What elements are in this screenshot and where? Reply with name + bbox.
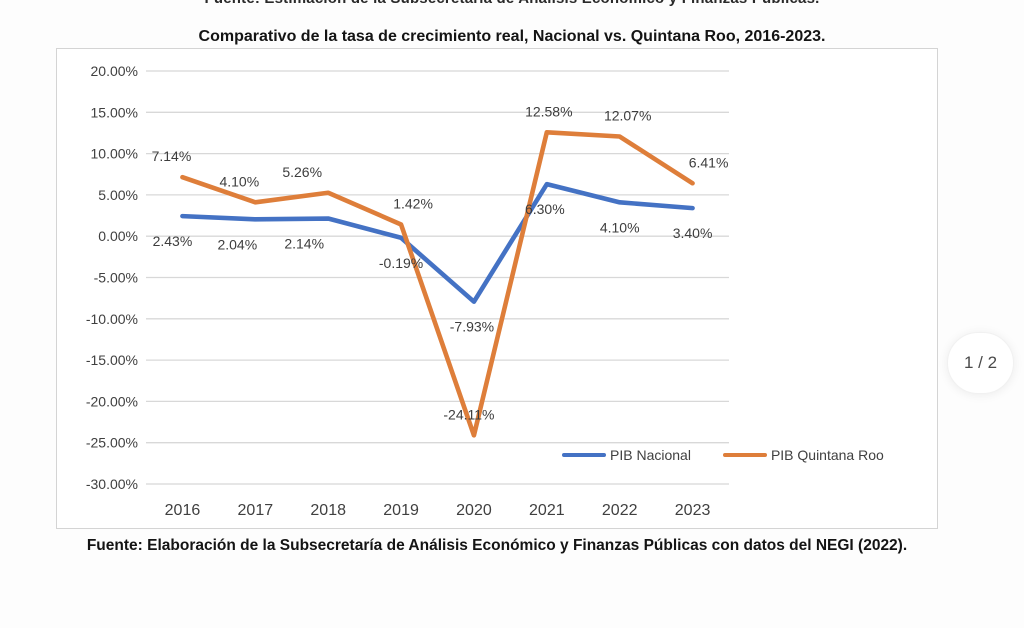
svg-text:2021: 2021: [529, 502, 565, 519]
svg-text:-5.00%: -5.00%: [94, 270, 138, 286]
svg-text:2022: 2022: [602, 502, 638, 519]
svg-text:-7.93%: -7.93%: [450, 319, 494, 335]
svg-text:3.40%: 3.40%: [673, 225, 713, 241]
cropped-source-line-text: Fuente: Estimación de la Subsecretaría d…: [0, 0, 1024, 7]
svg-text:5.26%: 5.26%: [282, 164, 322, 180]
svg-text:-15.00%: -15.00%: [86, 352, 138, 368]
svg-text:6.30%: 6.30%: [525, 201, 565, 217]
svg-text:7.14%: 7.14%: [152, 148, 192, 164]
source-caption: Fuente: Elaboración de la Subsecretaría …: [86, 537, 908, 554]
chart-legend: PIB Nacional PIB Quintana Roo: [562, 447, 884, 463]
svg-text:4.10%: 4.10%: [219, 173, 259, 189]
svg-text:2.43%: 2.43%: [153, 233, 193, 249]
svg-text:6.41%: 6.41%: [689, 154, 729, 170]
svg-text:20.00%: 20.00%: [91, 63, 138, 79]
svg-text:2017: 2017: [238, 502, 274, 519]
cropped-source-line: Fuente: Estimación de la Subsecretaría d…: [0, 0, 1024, 10]
svg-text:-30.00%: -30.00%: [86, 476, 138, 492]
svg-text:15.00%: 15.00%: [91, 104, 138, 120]
svg-text:12.07%: 12.07%: [604, 108, 651, 124]
page-indicator-pill: 1 / 2: [947, 332, 1014, 394]
page-indicator-text: 1 / 2: [963, 353, 998, 372]
svg-text:2.14%: 2.14%: [284, 236, 324, 252]
line-chart-plot-area: 20.00% 15.00% 10.00% 5.00% 0.00% -5.00% -10.00…: [86, 63, 729, 519]
legend-item-pib-quintana-roo: PIB Quintana Roo: [722, 447, 884, 463]
legend-line-swatch: [722, 452, 767, 458]
svg-text:2.04%: 2.04%: [217, 236, 257, 252]
svg-text:2020: 2020: [456, 502, 492, 519]
svg-text:-0.19%: -0.19%: [379, 255, 423, 271]
svg-text:2019: 2019: [383, 502, 419, 519]
legend-label: PIB Nacional: [610, 447, 691, 463]
legend-item-pib-nacional: PIB Nacional: [562, 447, 691, 463]
legend-line-swatch: [562, 452, 606, 458]
chart-title: Comparativo de la tasa de crecimiento re…: [198, 28, 826, 45]
svg-text:2023: 2023: [675, 502, 711, 519]
svg-text:0.00%: 0.00%: [98, 228, 138, 244]
svg-text:12.58%: 12.58%: [525, 103, 572, 119]
svg-text:-24.11%: -24.11%: [443, 406, 494, 422]
svg-text:-25.00%: -25.00%: [86, 435, 138, 451]
svg-text:4.10%: 4.10%: [600, 219, 640, 235]
svg-text:1.42%: 1.42%: [393, 195, 433, 211]
chart-container: 20.00% 15.00% 10.00% 5.00% 0.00% -5.00% -10.00…: [56, 48, 938, 529]
svg-text:-10.00%: -10.00%: [86, 311, 138, 327]
legend-label: PIB Quintana Roo: [770, 447, 884, 463]
svg-text:5.00%: 5.00%: [98, 187, 138, 203]
svg-text:2018: 2018: [310, 502, 346, 519]
svg-text:2016: 2016: [165, 502, 201, 519]
svg-text:10.00%: 10.00%: [91, 146, 138, 162]
svg-text:-20.00%: -20.00%: [86, 393, 138, 409]
